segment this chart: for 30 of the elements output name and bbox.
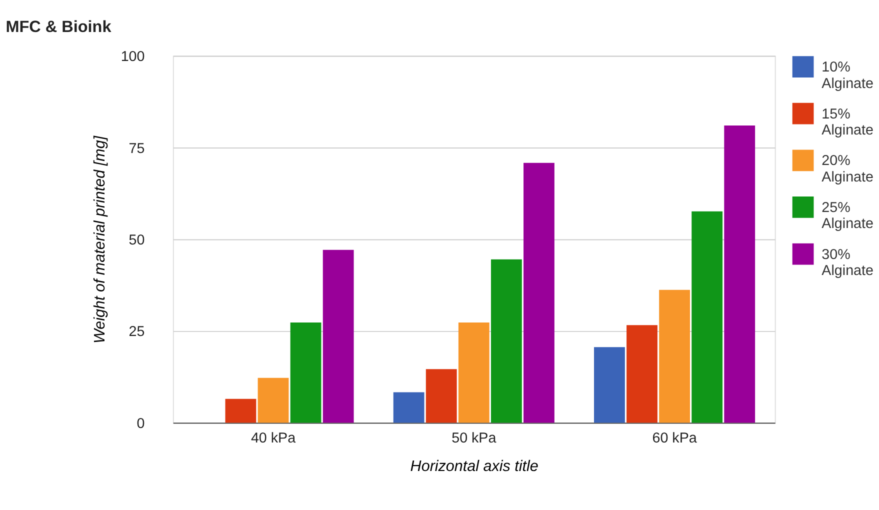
bar [724, 126, 756, 423]
legend-label: 20% Alginate [822, 153, 874, 186]
bar [393, 392, 424, 423]
legend-label: 15% Alginate [822, 106, 874, 139]
legend-label: 25% Alginate [822, 200, 874, 232]
x-tick-label: 40 kPa [250, 430, 296, 446]
bar [594, 347, 625, 423]
bar [322, 250, 354, 423]
bar [659, 290, 690, 423]
bar [290, 322, 322, 423]
legend-label: 10% Alginate [822, 60, 874, 92]
bar [225, 398, 256, 423]
bar [524, 162, 554, 423]
x-axis-title: Horizontal axis title [410, 458, 538, 475]
x-tick-label: 60 kPa [652, 430, 697, 446]
bar [626, 325, 658, 423]
bar [490, 259, 522, 423]
y-tick-label: 25 [128, 324, 145, 340]
bar [458, 322, 490, 423]
bar [258, 378, 289, 423]
bar [426, 369, 457, 423]
y-axis-title: Weight of material printed [mg] [92, 135, 109, 344]
y-tick-label: 100 [120, 49, 145, 66]
y-tick-label: 75 [128, 140, 145, 157]
y-tick-label: 0 [136, 416, 145, 432]
x-tick-label: 50 kPa [452, 430, 496, 446]
chart-title: MFC & Bioink [6, 18, 112, 36]
bar [692, 211, 723, 423]
y-tick-label: 50 [128, 232, 145, 248]
legend-label: 30% Alginate [822, 246, 874, 280]
